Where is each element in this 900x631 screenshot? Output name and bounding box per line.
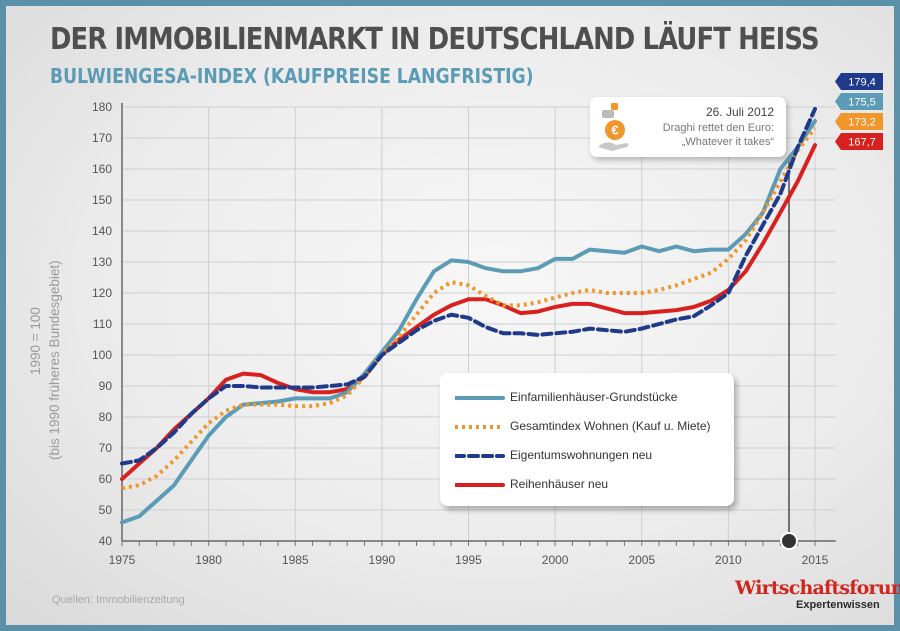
series-line (120, 118, 817, 525)
y-tick-label: 70 (99, 441, 113, 455)
y-tick-label: 180 (92, 100, 112, 114)
x-tick-label: 1975 (109, 553, 136, 567)
end-value-label: 175,5 (848, 97, 876, 109)
page-title: DER IMMOBILIENMARKT IN DEUTSCHLAND LÄUFT… (50, 22, 820, 57)
x-tick-label: 1980 (195, 553, 222, 567)
legend-label: Einfamilienhäuser-Grundstücke (510, 390, 678, 404)
y-tick-label: 60 (99, 472, 113, 486)
y-tick-label: 150 (92, 193, 112, 207)
legend-swatch (455, 454, 505, 458)
callout-text-line2: „Whatever it takes“ (681, 136, 774, 148)
x-tick-label: 1995 (455, 553, 482, 567)
x-tick-label: 2000 (542, 553, 569, 567)
end-value-tag (835, 113, 883, 130)
x-tick-label: 1985 (282, 553, 309, 567)
series-line (120, 106, 817, 466)
y-tick-label: 120 (92, 286, 112, 300)
y-tick-label: 40 (99, 534, 113, 548)
end-value-label: 167,7 (848, 137, 876, 149)
callout-date: 26. Juli 2012 (705, 105, 774, 119)
legend-item: Reihenhäuser neu (440, 475, 734, 495)
y-tick-label: 170 (92, 131, 112, 145)
legend-item: Einfamilienhäuser-Grundstücke (440, 388, 734, 408)
y-tick-label: 100 (92, 348, 112, 362)
chart-legend: Einfamilienhäuser-Grundstücke Gesamtinde… (440, 373, 734, 506)
legend-swatch (455, 396, 505, 400)
x-tick-label: 2010 (715, 553, 742, 567)
legend-label: Reihenhäuser neu (510, 477, 609, 491)
event-marker-dot (780, 532, 799, 550)
callout-text-line1: Draghi rettet den Euro: (662, 122, 774, 134)
y-tick-label: 110 (93, 317, 112, 331)
end-value-tag (835, 93, 883, 110)
end-value-label: 179,4 (848, 77, 876, 89)
brand-logo: Wirtschaftsforum: (735, 577, 900, 599)
x-tick-label: 2005 (628, 553, 655, 567)
series-line (121, 126, 817, 491)
y-tick-label: 90 (99, 379, 113, 393)
series-lines (120, 106, 817, 525)
page-subtitle: BULWIENGESA-INDEX (KAUFPREISE LANGFRISTI… (50, 64, 534, 88)
y-tick-label: 80 (99, 410, 113, 424)
end-value-label: 173,2 (848, 117, 876, 129)
legend-item: Eigentumswohnungen neu (440, 446, 734, 466)
legend-item: Gesamtindex Wohnen (Kauf u. Miete) (440, 417, 734, 437)
event-callout: € 26. Juli 2012 Draghi rettet den Euro: … (590, 97, 786, 157)
y-tick-label: 130 (92, 255, 112, 269)
euro-hand-icon: € (598, 103, 629, 151)
x-tick-label: 2015 (802, 553, 829, 567)
series-line (120, 143, 817, 481)
end-value-labels: 179,4 175,5 173,2 167,7 (835, 73, 883, 150)
x-tick-label: 1990 (369, 553, 396, 567)
y-tick-label: 160 (92, 162, 112, 176)
end-value-tag (835, 73, 883, 90)
brand-tagline: Expertenwissen (796, 599, 880, 611)
legend-swatch (455, 483, 505, 487)
y-tick-label: 140 (92, 224, 112, 238)
legend-swatch (455, 425, 503, 429)
svg-text:€: € (611, 123, 618, 138)
y-tick-label: 50 (99, 503, 113, 517)
event-marker (780, 157, 799, 550)
end-value-tag (835, 133, 883, 150)
legend-label: Eigentumswohnungen neu (510, 448, 653, 462)
legend-label: Gesamtindex Wohnen (Kauf u. Miete) (510, 419, 711, 433)
axes: 40 50 60 70 80 90 100 110 120 130 140 150 160 170 180 1… (92, 100, 836, 567)
source-note: Quellen: Immobilienzeitung (52, 594, 185, 606)
